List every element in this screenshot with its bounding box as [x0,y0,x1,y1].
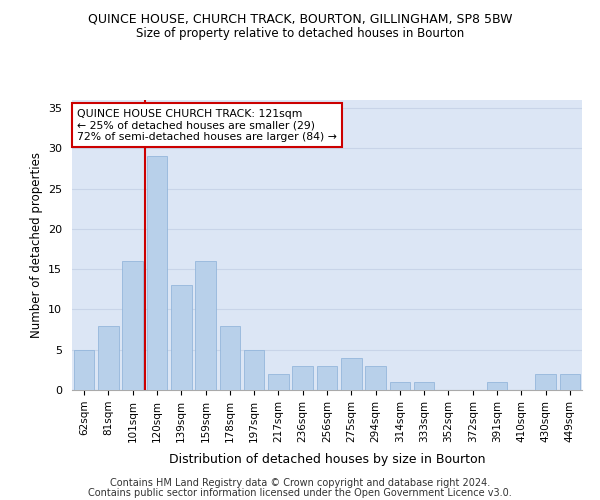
Bar [389,382,410,390]
Text: QUINCE HOUSE CHURCH TRACK: 121sqm
← 25% of detached houses are smaller (29)
72% : QUINCE HOUSE CHURCH TRACK: 121sqm ← 25% … [77,108,337,142]
Bar [317,366,337,390]
Bar [341,358,362,390]
Bar [292,366,313,390]
X-axis label: Distribution of detached houses by size in Bourton: Distribution of detached houses by size … [169,453,485,466]
Bar [244,350,265,390]
Text: Contains public sector information licensed under the Open Government Licence v3: Contains public sector information licen… [88,488,512,498]
Text: Contains HM Land Registry data © Crown copyright and database right 2024.: Contains HM Land Registry data © Crown c… [110,478,490,488]
Bar [365,366,386,390]
Bar [560,374,580,390]
Text: QUINCE HOUSE, CHURCH TRACK, BOURTON, GILLINGHAM, SP8 5BW: QUINCE HOUSE, CHURCH TRACK, BOURTON, GIL… [88,12,512,26]
Bar [487,382,508,390]
Bar [268,374,289,390]
Bar [171,286,191,390]
Y-axis label: Number of detached properties: Number of detached properties [29,152,43,338]
Bar [220,326,240,390]
Bar [535,374,556,390]
Bar [122,261,143,390]
Bar [414,382,434,390]
Text: Size of property relative to detached houses in Bourton: Size of property relative to detached ho… [136,28,464,40]
Bar [195,261,216,390]
Bar [146,156,167,390]
Bar [74,350,94,390]
Bar [98,326,119,390]
